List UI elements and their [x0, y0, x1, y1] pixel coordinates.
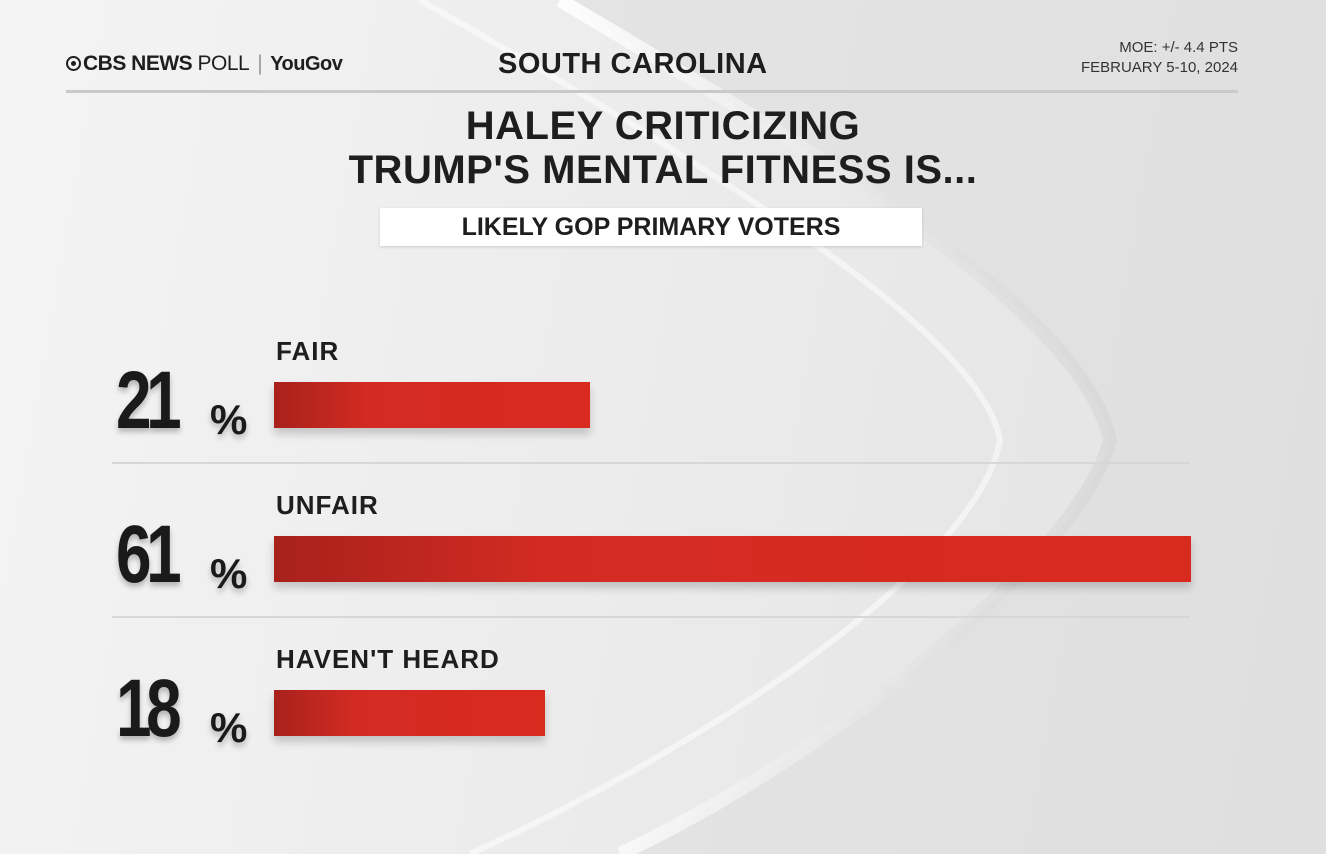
poll-meta: MOE: +/- 4.4 PTS FEBRUARY 5-10, 2024 — [1081, 38, 1238, 78]
chart-subtitle: LIKELY GOP PRIMARY VOTERS — [461, 213, 841, 241]
bar — [274, 382, 590, 428]
bar — [274, 536, 1191, 582]
bar-row: 21% FAIR — [0, 336, 1326, 490]
data-label: 61% — [116, 508, 247, 602]
subtitle-box: LIKELY GOP PRIMARY VOTERS — [380, 208, 922, 246]
bar-row: 18% HAVEN'T HEARD — [0, 644, 1326, 798]
category-label: UNFAIR — [276, 490, 379, 520]
brand-logo: CBS NEWS POLL | YouGov — [66, 52, 343, 76]
data-label-unit: % — [210, 550, 248, 597]
category-label: HAVEN'T HEARD — [276, 644, 500, 674]
margin-of-error: MOE: +/- 4.4 PTS — [1119, 39, 1238, 56]
bar-row: 61% UNFAIR — [0, 490, 1326, 644]
data-label: 21% — [116, 354, 247, 448]
data-label-value: 61 — [116, 509, 182, 600]
row-divider — [112, 462, 1190, 464]
cbs-eye-icon — [66, 56, 81, 71]
data-label: 18% — [116, 662, 247, 756]
data-label-value: 21 — [116, 355, 182, 446]
bar — [274, 690, 545, 736]
row-divider — [112, 616, 1190, 618]
data-label-unit: % — [210, 704, 248, 751]
data-label-unit: % — [210, 396, 248, 443]
poll-dates: FEBRUARY 5-10, 2024 — [1080, 59, 1238, 76]
chart-title: HALEY CRITICIZING TRUMP'S MENTAL FITNESS… — [0, 104, 1326, 192]
poll-header: CBS NEWS POLL | YouGov SOUTH CAROLINA MOE:… — [66, 39, 1238, 93]
chart-title-line-1: HALEY CRITICIZING — [465, 104, 861, 148]
chart-title-line-2: TRUMP'S MENTAL FITNESS IS... — [348, 148, 978, 192]
yougov-logo: YouGov — [270, 53, 343, 75]
brand-poll-label: POLL — [197, 52, 250, 75]
poll-state: SOUTH CAROLINA — [498, 48, 768, 80]
category-label: FAIR — [276, 336, 340, 366]
data-label-value: 18 — [116, 663, 182, 754]
